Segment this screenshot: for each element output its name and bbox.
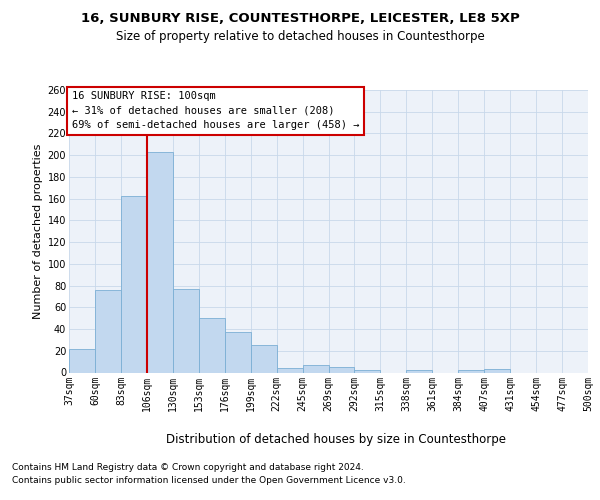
Text: Contains HM Land Registry data © Crown copyright and database right 2024.: Contains HM Land Registry data © Crown c… <box>12 464 364 472</box>
Bar <box>302 365 329 372</box>
Bar <box>225 332 251 372</box>
Text: Distribution of detached houses by size in Countesthorpe: Distribution of detached houses by size … <box>166 432 506 446</box>
Bar <box>173 289 199 372</box>
Bar <box>458 370 484 372</box>
Bar <box>484 369 510 372</box>
Bar <box>147 152 173 372</box>
Bar <box>69 348 95 372</box>
Text: Contains public sector information licensed under the Open Government Licence v3: Contains public sector information licen… <box>12 476 406 485</box>
Text: 16, SUNBURY RISE, COUNTESTHORPE, LEICESTER, LE8 5XP: 16, SUNBURY RISE, COUNTESTHORPE, LEICEST… <box>80 12 520 26</box>
Bar <box>199 318 224 372</box>
Text: 16 SUNBURY RISE: 100sqm
← 31% of detached houses are smaller (208)
69% of semi-d: 16 SUNBURY RISE: 100sqm ← 31% of detache… <box>71 92 359 130</box>
Bar <box>355 370 380 372</box>
Text: Size of property relative to detached houses in Countesthorpe: Size of property relative to detached ho… <box>116 30 484 43</box>
Bar <box>251 346 277 372</box>
Bar <box>95 290 121 372</box>
Y-axis label: Number of detached properties: Number of detached properties <box>34 144 43 319</box>
Bar <box>406 370 432 372</box>
Bar <box>329 367 355 372</box>
Bar <box>121 196 147 372</box>
Bar <box>277 368 302 372</box>
